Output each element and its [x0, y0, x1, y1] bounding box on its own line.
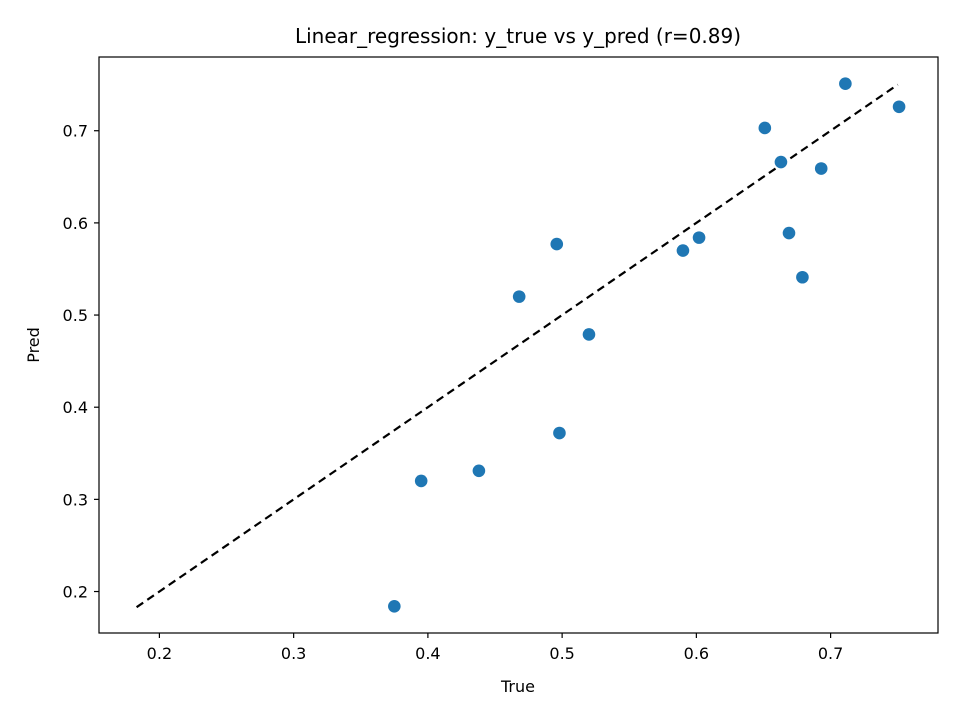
data-point-12 — [782, 226, 796, 240]
y-tick-label: 0.4 — [63, 398, 88, 417]
data-point-5 — [550, 237, 564, 251]
y-axis-label: Pred — [24, 327, 43, 363]
y-axis: 0.2 0.3 0.4 0.5 0.6 0.7 — [63, 122, 99, 602]
y-tick-label: 0.6 — [63, 214, 88, 233]
y-tick-label: 0.7 — [63, 122, 88, 141]
data-point-8 — [676, 244, 690, 257]
data-point-4 — [512, 290, 526, 303]
y-tick-label: 0.3 — [63, 490, 88, 509]
x-tick-label: 0.3 — [281, 644, 306, 663]
x-tick-label: 0.2 — [147, 644, 172, 663]
x-axis: 0.2 0.3 0.4 0.5 0.6 0.7 — [147, 633, 843, 663]
x-tick-label: 0.4 — [415, 644, 440, 663]
plot-area — [135, 77, 906, 613]
y-tick-label: 0.2 — [63, 583, 88, 602]
data-point-15 — [839, 77, 852, 91]
data-point-2 — [414, 474, 428, 488]
data-point-11 — [774, 155, 788, 169]
data-point-3 — [472, 464, 486, 478]
data-point-1 — [388, 599, 401, 613]
plot-frame — [98, 56, 939, 634]
y-tick-label: 0.5 — [63, 306, 88, 325]
data-point-9 — [692, 231, 706, 244]
x-tick-label: 0.6 — [684, 644, 709, 663]
chart-title: Linear_regression: y_true vs y_pred (r=0… — [295, 24, 741, 48]
reference-line — [135, 83, 899, 609]
x-tick-label: 0.7 — [818, 644, 843, 663]
data-point-10 — [758, 121, 772, 135]
x-axis-label: True — [500, 677, 535, 696]
data-point-16 — [892, 100, 906, 114]
data-point-13 — [796, 270, 809, 284]
x-tick-label: 0.5 — [549, 644, 574, 663]
data-point-7 — [582, 328, 596, 341]
data-point-14 — [814, 162, 828, 175]
data-point-6 — [553, 426, 566, 440]
